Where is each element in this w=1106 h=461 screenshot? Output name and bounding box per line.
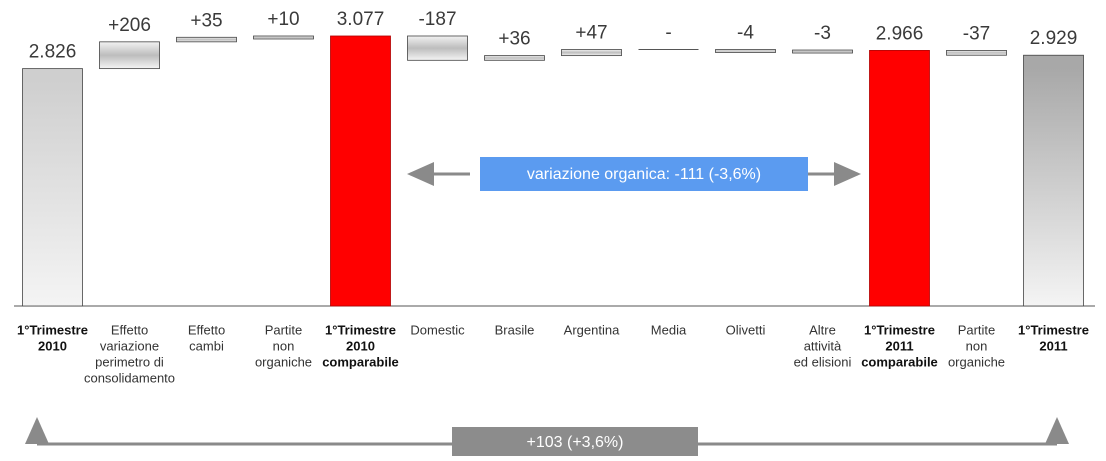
value-label: - xyxy=(665,23,671,44)
x-tick-label: attività xyxy=(804,338,842,353)
bar xyxy=(253,35,314,40)
bar xyxy=(330,35,391,307)
value-label: +10 xyxy=(267,9,299,30)
x-tick-label: 1°Trimestre xyxy=(17,322,88,337)
bar xyxy=(22,68,83,307)
x-tick-label: Argentina xyxy=(564,322,620,337)
annotation-box xyxy=(480,157,808,191)
x-tick-label: non xyxy=(273,338,295,353)
value-label: 3.077 xyxy=(337,9,385,30)
x-tick-label: 2011 xyxy=(885,338,913,353)
value-label: +36 xyxy=(498,29,530,50)
x-tick-label: Effetto xyxy=(111,322,148,337)
x-tick-label: Brasile xyxy=(495,322,535,337)
bar xyxy=(792,49,853,54)
value-label: 2.966 xyxy=(876,23,924,44)
x-tick-label: Partite xyxy=(958,322,996,337)
bar xyxy=(176,36,237,43)
x-tick-label: Olivetti xyxy=(726,322,766,337)
x-tick-label: comparabile xyxy=(322,354,399,369)
x-tick-label: 1°Trimestre xyxy=(325,322,396,337)
x-tick-label: Effetto xyxy=(188,322,225,337)
bar xyxy=(561,49,622,57)
x-tick-label: 1°Trimestre xyxy=(1018,322,1089,337)
bar xyxy=(946,50,1007,56)
x-tick-label: consolidamento xyxy=(84,370,175,385)
bar xyxy=(99,41,160,70)
x-tick-label: Media xyxy=(651,322,687,337)
x-tick-label: variazione xyxy=(100,338,159,353)
x-tick-label: comparabile xyxy=(861,354,938,369)
annotation-box xyxy=(452,427,698,456)
x-tick-label: 2010 xyxy=(346,338,375,353)
value-label: 2.826 xyxy=(29,42,77,63)
x-tick-label: Partite xyxy=(265,322,303,337)
x-tick-label: organiche xyxy=(948,354,1005,369)
x-tick-label: non xyxy=(966,338,988,353)
value-label: -37 xyxy=(963,23,990,44)
x-tick-label: ed elisioni xyxy=(794,354,852,369)
value-label: +35 xyxy=(190,10,222,31)
x-tick-label: perimetro di xyxy=(95,354,164,369)
bar xyxy=(407,35,468,61)
bar xyxy=(1023,54,1084,307)
bar xyxy=(715,49,776,53)
x-tick-label: Altre xyxy=(809,322,836,337)
bar xyxy=(484,55,545,61)
annotation: variazione organica: -111 (-3,6%) xyxy=(527,166,761,183)
annotation: +103 (+3,6%) xyxy=(527,434,624,451)
value-label: +47 xyxy=(575,23,607,44)
bar xyxy=(869,50,930,307)
x-tick-label: 2011 xyxy=(1039,338,1067,353)
x-tick-label: Domestic xyxy=(410,322,465,337)
x-tick-label: 2010 xyxy=(38,338,67,353)
value-label: -4 xyxy=(737,23,754,44)
x-tick-label: cambi xyxy=(189,338,224,353)
value-label: +206 xyxy=(108,15,151,36)
value-label: 2.929 xyxy=(1030,28,1078,49)
value-label: -187 xyxy=(418,9,456,30)
x-tick-label: organiche xyxy=(255,354,312,369)
value-label: -3 xyxy=(814,23,831,44)
x-tick-label: 1°Trimestre xyxy=(864,322,935,337)
